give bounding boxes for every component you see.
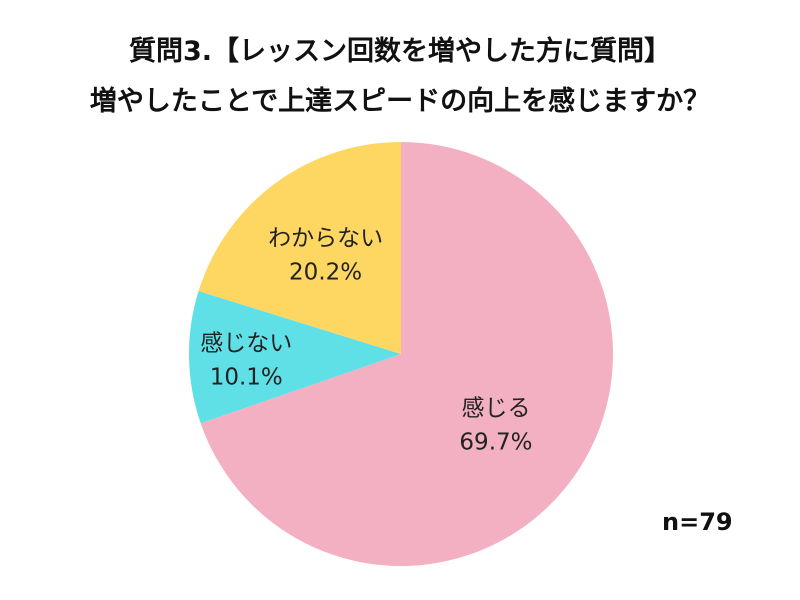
chart-title-line-2: 増やしたことで上達スピードの向上を感じますか？: [89, 86, 711, 117]
slice-label-0: 感じる: [461, 396, 530, 422]
slice-label-1: 感じない: [200, 330, 292, 356]
slice-value-label-1: 10.1%: [210, 364, 283, 390]
slice-value-label-2: 20.2%: [289, 260, 362, 286]
pie-slice-0: [200, 142, 613, 566]
pie-slice-1: [189, 291, 401, 424]
pie-slice-2: [198, 142, 401, 354]
slice-label-2: わからない: [268, 226, 383, 252]
sample-size-label: n=79: [662, 508, 733, 536]
slice-value-label-0: 69.7%: [459, 430, 532, 456]
chart-title-line-1: 質問3.【レッスン回数を増やした方に質問】: [128, 36, 672, 67]
